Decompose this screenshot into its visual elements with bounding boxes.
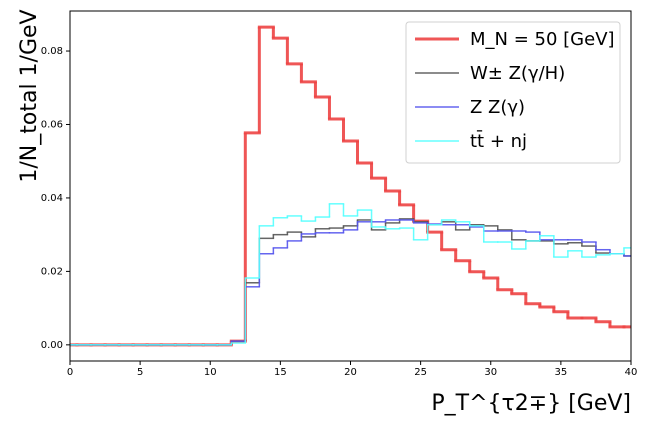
plot-area: [70, 25, 631, 347]
y-axis-label: 1/N_total 1/GeV: [17, 9, 42, 182]
x-tick-label: 0: [67, 367, 73, 378]
legend-label: W± Z(γ/H): [470, 63, 565, 84]
y-tick-label: 0.08: [41, 46, 63, 57]
legend-label: M_N = 50 [GeV]: [470, 29, 615, 50]
y-tick-label: 0.04: [41, 193, 63, 204]
x-tick-label: 30: [484, 367, 497, 378]
x-tick-label: 40: [625, 367, 638, 378]
x-tick-label: 25: [414, 367, 427, 378]
legend: M_N = 50 [GeV] W± Z(γ/H) Z Z(γ) tt̄ + nj: [405, 21, 621, 164]
legend-label: Z Z(γ): [470, 97, 525, 118]
x-tick-label: 35: [555, 367, 568, 378]
legend-box: [405, 21, 621, 164]
x-axis-label: P_T^{τ2∓} [GeV]: [431, 391, 631, 416]
x-tick-label: 20: [344, 367, 357, 378]
y-tick-label: 0.06: [41, 119, 63, 130]
legend-label: tt̄ + nj: [470, 130, 527, 152]
x-tick-label: 10: [204, 367, 217, 378]
axes-frame: [69, 10, 632, 362]
x-tick-label: 5: [137, 367, 143, 378]
y-tick-label: 0.02: [41, 266, 63, 277]
y-tick-label: 0.00: [41, 340, 63, 351]
x-tick-label: 15: [274, 367, 287, 378]
